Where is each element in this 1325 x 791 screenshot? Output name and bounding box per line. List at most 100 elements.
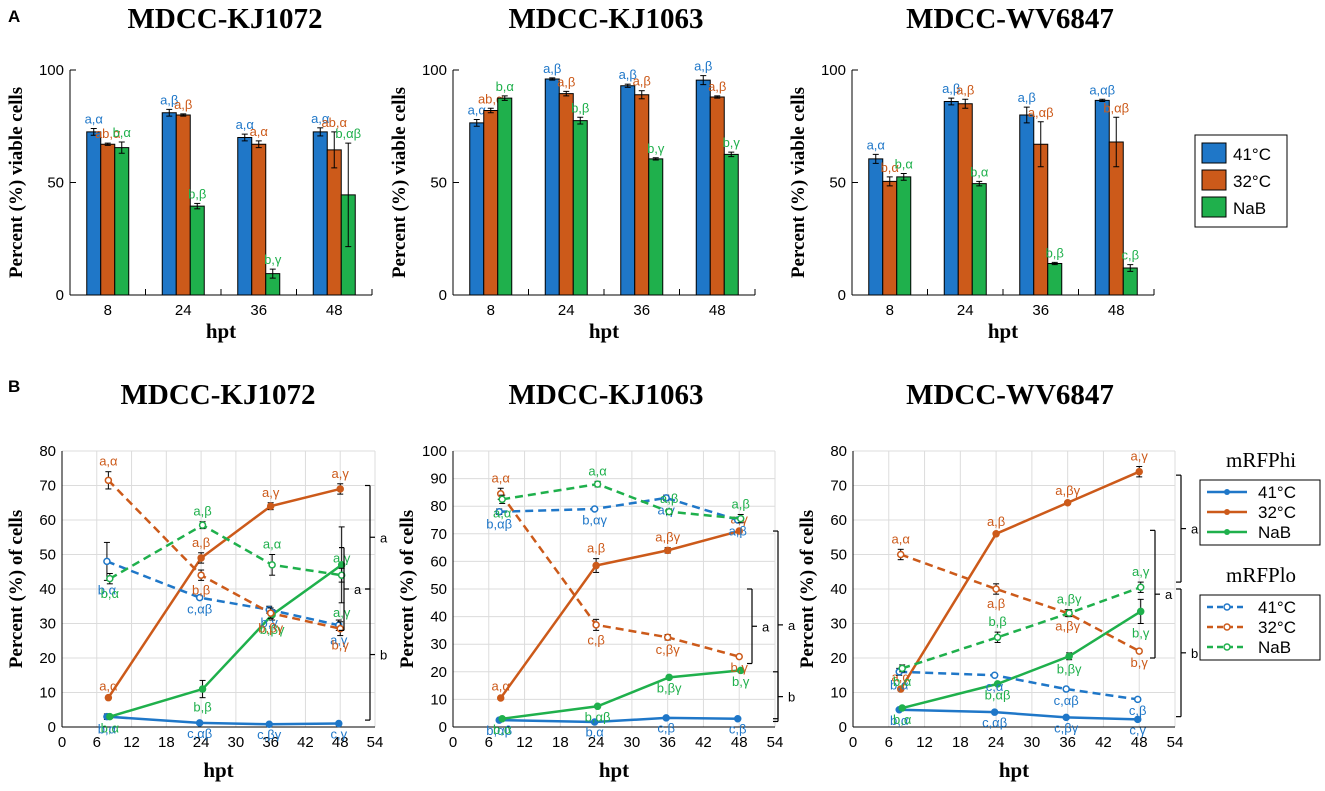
series-line	[107, 487, 341, 699]
bar	[943, 101, 959, 296]
data-label: b,β	[192, 582, 210, 597]
series-line	[109, 563, 343, 718]
data-label: b,α	[493, 722, 512, 737]
x-tick-label: 0	[449, 734, 457, 751]
legend-b: mRFPhi 41°C 32°C NaB mRFPlo 41°C 32°C Na…	[1199, 448, 1321, 661]
data-point	[993, 680, 1002, 688]
data-point	[665, 507, 673, 516]
data-label: a,γ	[1132, 564, 1150, 579]
series-line	[107, 479, 341, 630]
data-label: c,β	[1129, 703, 1147, 718]
legend-b-lo-label-nab: NaB	[1258, 638, 1291, 657]
y-tick-label: 80	[39, 443, 56, 460]
data-label: a,β	[619, 67, 637, 82]
data-label: a,α	[492, 679, 511, 694]
x-tick-label: 6	[93, 734, 101, 751]
data-label: b,β	[571, 100, 589, 115]
data-label: a,γ	[332, 466, 350, 481]
legend-a-swatch-41	[1201, 142, 1227, 164]
data-label: b,α	[101, 586, 120, 601]
bracket-label: b	[1191, 646, 1198, 661]
data-point	[1136, 583, 1145, 592]
data-label: c,β	[657, 721, 675, 736]
series-line	[499, 529, 740, 699]
bar	[544, 78, 560, 296]
data-label: a,α	[263, 537, 282, 552]
data-label: b,α	[98, 721, 117, 736]
data-label: b,αβ	[985, 688, 1011, 703]
data-label: b,βγ	[258, 620, 283, 635]
legend-b-title-hi: mRFPhi	[1226, 448, 1296, 472]
data-point	[990, 708, 999, 716]
y-tick-label: 0	[839, 719, 847, 736]
data-label: b,γ	[1131, 655, 1149, 670]
bar	[251, 143, 267, 296]
data-point	[736, 666, 745, 675]
bar	[86, 131, 102, 296]
data-label: c,βγ	[656, 642, 681, 657]
x-tick-label: 8	[886, 302, 894, 319]
data-label: b,γ	[261, 615, 279, 630]
y-tick-label: 50	[829, 175, 846, 192]
y-tick-label: 80	[830, 443, 847, 460]
data-label: c,αβ	[187, 726, 212, 741]
bar	[572, 120, 588, 296]
data-point	[662, 714, 670, 722]
bar	[312, 131, 328, 296]
legend-b-lo-marker-32	[1223, 623, 1231, 631]
legend-b-lo-label-41: 41°C	[1258, 598, 1296, 617]
bar	[237, 137, 253, 296]
y-tick-label: 60	[430, 553, 447, 570]
x-axis-label: hpt	[988, 319, 1018, 343]
legend-a-label-32: 32°C	[1233, 172, 1271, 191]
bar	[161, 112, 177, 296]
data-label: ab,α	[321, 115, 347, 130]
bar	[1047, 263, 1063, 296]
data-point	[498, 495, 506, 504]
y-tick-label: 40	[39, 581, 56, 598]
legend-b-hi-marker-32	[1224, 509, 1230, 515]
data-label: b,β	[988, 614, 1006, 629]
bracket-label: a	[380, 530, 388, 545]
x-tick-label: 54	[1167, 734, 1184, 751]
y-tick-label: 90	[430, 471, 447, 488]
x-tick-label: 6	[485, 734, 493, 751]
data-label: a,γ	[1131, 449, 1149, 464]
data-label: c,βγ	[257, 727, 282, 742]
bar	[326, 149, 342, 296]
bar	[1122, 267, 1138, 296]
x-tick-label: 6	[885, 734, 893, 751]
y-tick-label: 50	[830, 547, 847, 564]
data-point	[1062, 713, 1070, 722]
data-label: b,α	[893, 712, 912, 727]
series-line	[106, 715, 339, 726]
data-point	[104, 693, 113, 702]
bar	[175, 114, 191, 296]
data-label: a,α	[99, 679, 118, 694]
bracket-label: b	[380, 648, 387, 663]
x-axis-label: hpt	[203, 758, 233, 782]
y-tick-label: 20	[830, 650, 847, 667]
data-label: a,β	[192, 535, 210, 550]
legend-a-swatch-nab	[1201, 196, 1227, 218]
data-point	[990, 671, 999, 679]
legend-b-lo-marker-nab	[1223, 643, 1231, 651]
data-label: b,α	[113, 125, 132, 140]
data-point	[1136, 607, 1145, 616]
data-label: a,β	[633, 74, 651, 89]
data-label: a,β	[543, 61, 561, 76]
data-point	[268, 561, 276, 569]
x-tick-label: 18	[552, 734, 569, 751]
legend-b-hi-marker-nab	[1224, 529, 1230, 535]
data-point	[335, 719, 343, 728]
data-point	[337, 571, 346, 579]
x-tick-label: 30	[624, 734, 641, 751]
data-point	[1133, 715, 1142, 724]
data-label: b,γ	[1132, 626, 1150, 641]
data-label: b,α	[970, 164, 989, 179]
data-label: c,β	[587, 632, 605, 647]
y-tick-label: 100	[422, 443, 447, 460]
bar-chart-1: MDCC-KJ10720501008a,αab,αb,α24a,βa,βb,β3…	[6, 3, 373, 343]
data-label: a,α	[468, 103, 487, 118]
y-tick-label: 30	[830, 616, 847, 633]
